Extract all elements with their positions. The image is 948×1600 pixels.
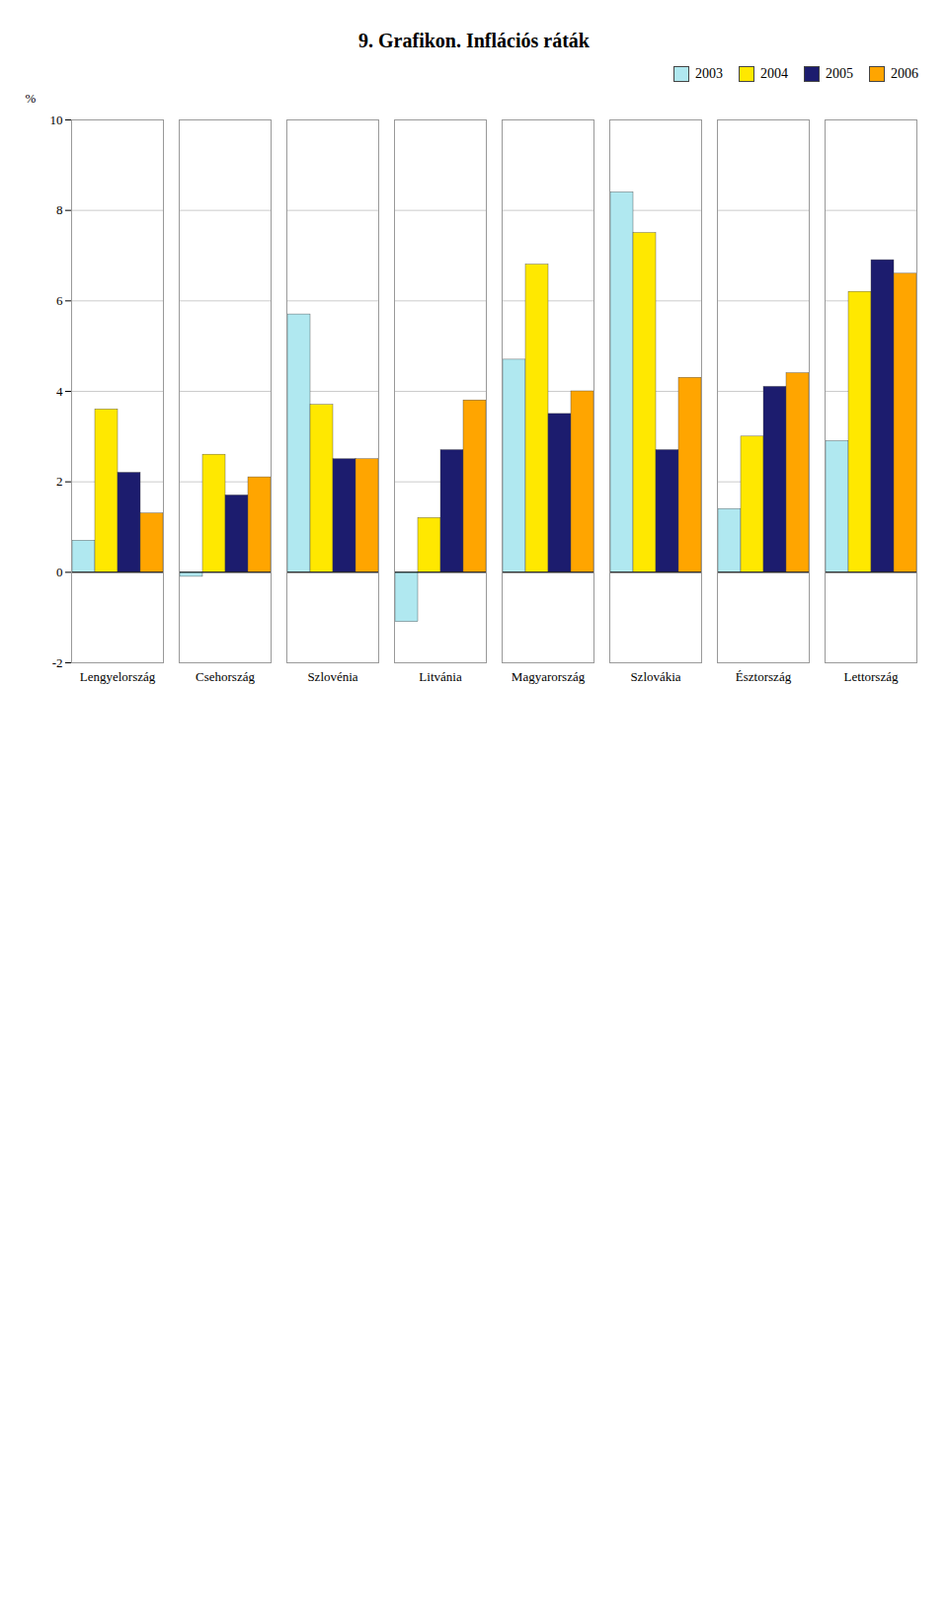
svg-text:Lengyelország: Lengyelország <box>79 669 157 685</box>
html-text:2003: 2003 <box>695 66 723 81</box>
svg-text:Szlovákia: Szlovákia <box>630 669 681 685</box>
html-text:2004: 2004 <box>760 66 789 81</box>
html-text:9. Grafikon. Inflációs ráták: 9. Grafikon. Inflációs ráták <box>358 29 590 52</box>
svg-text:Észtország: Észtország <box>735 669 792 685</box>
svg-text:Litvánia: Litvánia <box>418 669 463 685</box>
svg-text:4: 4 <box>56 384 64 399</box>
svg-text:0: 0 <box>56 564 64 580</box>
svg-text:-2: -2 <box>52 655 64 671</box>
svg-text:6: 6 <box>56 293 64 309</box>
svg-text:Lettország: Lettország <box>844 669 899 685</box>
svg-text:10: 10 <box>50 112 64 128</box>
html-text:2006: 2006 <box>890 66 919 81</box>
svg-text:Csehország: Csehország <box>195 669 255 685</box>
svg-text:8: 8 <box>56 202 64 218</box>
svg-text:Szlovénia: Szlovénia <box>307 669 358 685</box>
svg-text:Magyarország: Magyarország <box>511 669 586 685</box>
html-text:2005: 2005 <box>825 66 854 81</box>
svg-text:%: % <box>25 90 37 106</box>
svg-text:2: 2 <box>56 474 64 489</box>
